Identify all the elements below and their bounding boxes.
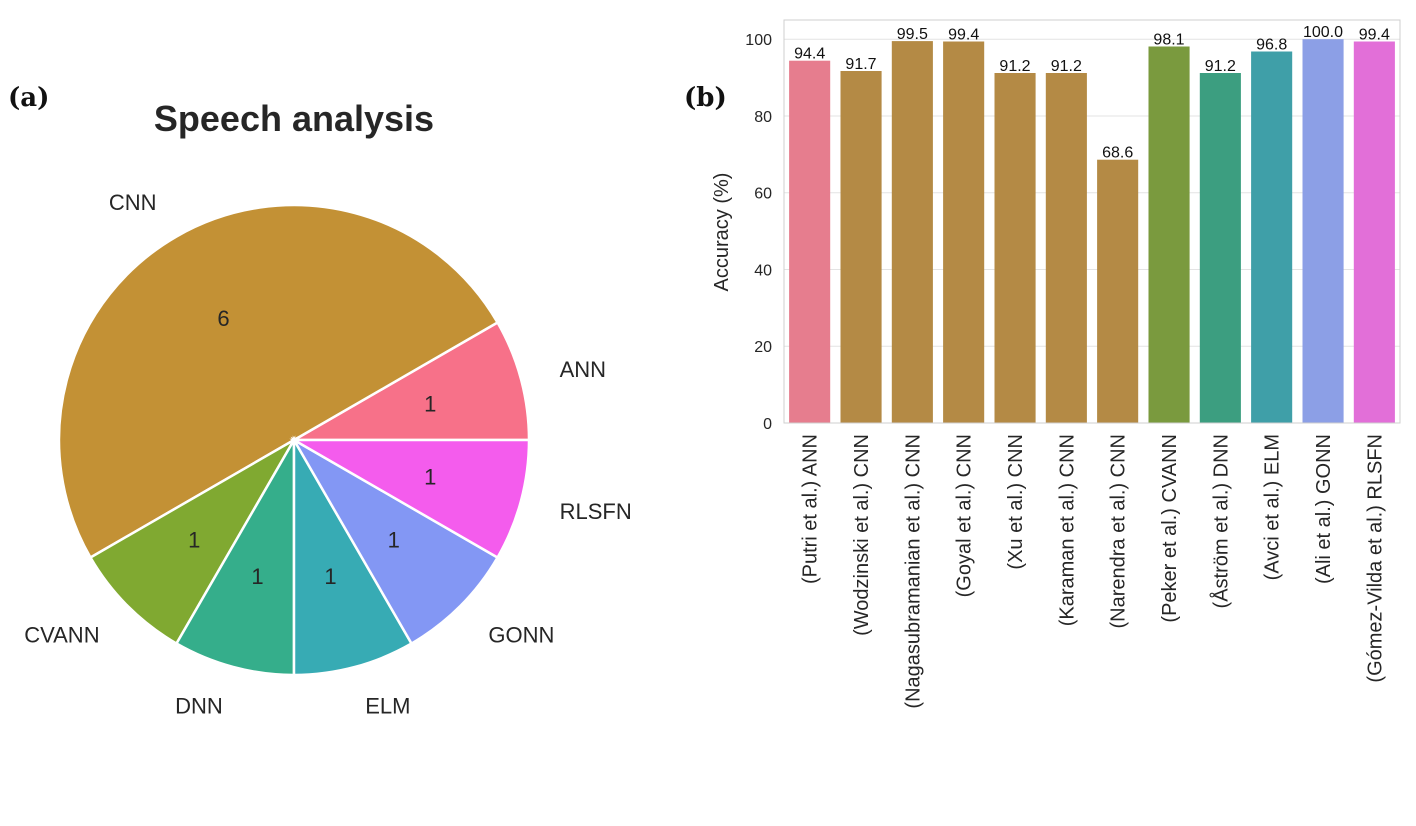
pie-slice-rlsfn <box>289 438 531 560</box>
pie-count-dnn: 1 <box>251 564 263 589</box>
bar-value-label-2: 91.7 <box>845 56 876 73</box>
bar-10 <box>1251 51 1293 423</box>
bar-value-label-9: 91.2 <box>1205 58 1236 75</box>
bar-4 <box>943 41 985 423</box>
category-label-1: (Putri et al.) ANN <box>800 434 822 584</box>
bar-value-label-10: 96.8 <box>1256 37 1287 54</box>
bar-value-label-6: 91.2 <box>1051 58 1082 75</box>
pie-count-ann: 1 <box>424 392 436 417</box>
category-labels: (Putri et al.) ANN (Wodzinski et al.) CNN… <box>800 434 1387 709</box>
category-label-3: (Nagasubramanian et al.) CNN <box>902 434 924 709</box>
category-label-9: (Åström et al.) DNN <box>1209 434 1232 608</box>
pie-count-elm: 1 <box>324 564 336 589</box>
plot-frame <box>783 19 1401 424</box>
pie-slice-cnn <box>57 203 500 560</box>
category-label-8: (Peker et al.) CVANN <box>1159 434 1181 623</box>
bars <box>789 39 1395 423</box>
bar-6 <box>1045 73 1087 423</box>
bar-5 <box>994 73 1036 423</box>
bar-1 <box>789 60 831 423</box>
pie-slice-gonn <box>290 436 500 646</box>
pie-label-gonn: GONN <box>488 622 554 647</box>
category-label-10: (Avci et al.) ELM <box>1262 434 1284 580</box>
category-label-2: (Wodzinski et al.) CNN <box>851 434 873 636</box>
category-label-6: (Karaman et al.) CNN <box>1056 434 1078 626</box>
category-label-12: (Gómez-Vilda et al.) RLSFN <box>1364 434 1386 683</box>
bar-value-label-12: 99.4 <box>1359 27 1390 44</box>
panel-label-b: (b) <box>684 83 727 113</box>
y-tick-40: 40 <box>754 263 772 280</box>
pie-count-cnn: 6 <box>217 306 229 331</box>
y-axis-title: Accuracy (%) <box>711 173 733 292</box>
pie-title: Speech analysis <box>154 98 434 139</box>
category-label-11: (Ali et al.) GONN <box>1313 434 1335 584</box>
y-tick-20: 20 <box>754 339 772 356</box>
pie-slice-dnn <box>174 435 296 677</box>
pie-label-ann: ANN <box>560 357 606 382</box>
pie-label-cvann: CVANN <box>24 622 99 647</box>
pie-label-elm: ELM <box>365 694 410 719</box>
pie-slice-cvann <box>88 436 298 646</box>
y-tick-100: 100 <box>745 32 772 49</box>
bar-value-label-8: 98.1 <box>1153 32 1184 49</box>
y-tick-labels: 0 20 40 60 80 100 <box>745 32 772 433</box>
bar-value-label-4: 99.4 <box>948 27 979 44</box>
bar-value-label-5: 91.2 <box>999 58 1030 75</box>
y-tick-80: 80 <box>754 109 772 126</box>
bar-3 <box>891 41 933 423</box>
y-tick-60: 60 <box>754 186 772 203</box>
bar-value-label-1: 94.4 <box>794 46 825 63</box>
bar-value-label-7: 68.6 <box>1102 145 1133 162</box>
y-tick-0: 0 <box>763 416 772 433</box>
bar-value-labels: 94.4 91.7 99.5 99.4 91.2 91.2 68.6 98.1 91.2 96.8… <box>794 24 1390 162</box>
pie-count-gonn: 1 <box>388 528 400 553</box>
panel-label-a: (a) <box>8 83 49 113</box>
bar-12 <box>1353 41 1395 423</box>
bar-11 <box>1302 39 1344 423</box>
bar-7 <box>1097 159 1139 423</box>
pie-count-cvann: 1 <box>188 528 200 553</box>
category-label-4: (Goyal et al.) CNN <box>954 434 976 597</box>
bar-2 <box>840 71 882 423</box>
pie-label-cnn: CNN <box>109 190 157 215</box>
pie-slice-ann <box>289 320 531 442</box>
bar-chart-panel: (b) Accuracy (%) 0 20 40 60 80 100 94.4 91.7 99… <box>684 19 1401 709</box>
bar-value-label-3: 99.5 <box>897 26 928 43</box>
category-label-5: (Xu et al.) CNN <box>1005 434 1027 570</box>
pie-slice-elm <box>292 435 414 677</box>
bar-9 <box>1199 73 1241 423</box>
bar-8 <box>1148 46 1190 423</box>
category-label-7: (Narendra et al.) CNN <box>1108 434 1130 629</box>
pie-label-rlsfn: RLSFN <box>560 499 632 524</box>
bar-value-label-11: 100.0 <box>1303 24 1343 41</box>
pie-label-dnn: DNN <box>175 694 223 719</box>
pie-slices: ANN 1 CNN 6 CVANN 1 DNN 1 ELM 1 GONN 1 RLSFN 1 <box>24 190 632 719</box>
pie-chart-panel: (a) Speech analysis ANN 1 CNN 6 CVANN 1 DNN 1 EL… <box>8 83 632 719</box>
pie-count-rlsfn: 1 <box>424 465 436 490</box>
